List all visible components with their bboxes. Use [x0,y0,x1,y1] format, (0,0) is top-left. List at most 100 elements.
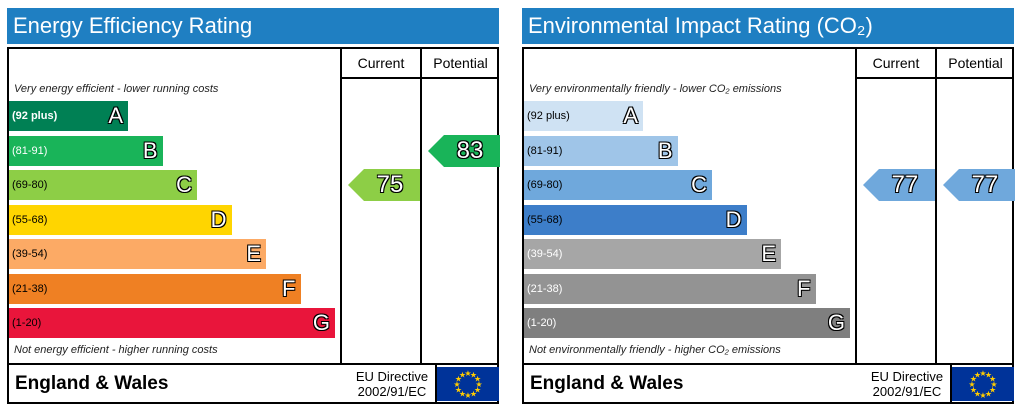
band-letter: G [827,310,845,335]
star-icon: ★ [455,375,462,384]
band-c: (69-80) C [524,170,712,200]
column-divider [935,49,937,365]
band-letter: A [108,103,123,128]
column-header-current: Current [872,55,920,71]
star-icon: ★ [974,390,981,399]
band-letter: F [797,275,811,301]
star-icon: ★ [989,375,996,384]
band-range: (69-80) [527,179,563,191]
star-icon: ★ [990,380,997,389]
band-range: (39-54) [527,248,563,260]
column-divider [855,49,857,365]
top-note: Very environmentally friendly - lower CO… [529,83,782,95]
rating-table: Current Potential Very environmentally f… [522,47,1015,404]
star-icon: ★ [974,370,981,379]
band-e: (39-54) E [524,239,781,269]
energy-efficiency-panel: Energy Efficiency Rating Current Potenti… [7,8,500,405]
eu-directive-line2: 2002/91/EC [872,384,942,399]
star-icon: ★ [989,386,996,395]
band-f: (21-38) F [9,273,301,304]
band-g: (1-20) G [9,308,335,338]
star-icon: ★ [979,391,986,400]
current-rating-value: 75 [376,171,404,198]
star-icon: ★ [453,380,460,389]
star-icon: ★ [968,380,975,389]
band-letter: C [176,172,192,197]
band-c: (69-80) C [9,170,197,200]
band-letter: A [623,103,638,128]
band-f: (21-38) F [524,273,816,304]
current-rating-value: 77 [891,171,919,198]
column-header-current: Current [357,55,405,71]
column-header-potential: Potential [433,55,488,71]
band-range: (39-54) [12,248,48,260]
potential-rating-value: 83 [456,136,484,164]
band-range: (1-20) [527,317,557,329]
eu-flag-icon: ★ ★ ★ ★ ★ ★ ★ ★ ★ ★ ★ ★ [952,367,1014,401]
band-letter: F [282,275,296,301]
band-letter: G [312,310,330,335]
star-icon: ★ [985,390,992,399]
band-letter: E [246,241,261,266]
star-icon: ★ [970,375,977,384]
band-d: (55-68) D [9,204,232,235]
arrow-polygon [863,169,935,201]
band-a: (92 plus) A [9,101,128,131]
star-icon: ★ [970,386,977,395]
star-icon: ★ [459,390,466,399]
column-divider [420,49,422,365]
footer-divider [9,363,497,365]
arrow-shape [428,134,500,167]
arrow-polygon [348,169,420,201]
footer-country: England & Wales [15,373,169,394]
arrow-polygon [428,134,500,167]
band-letter: C [691,172,707,197]
arrow-shape [348,169,420,201]
band-range: (69-80) [12,179,48,191]
footer-divider [435,363,437,402]
current-rating-arrow: 77 [863,169,935,201]
footer-divider [950,363,952,402]
eu-directive-line1: EU Directive [355,369,429,384]
column-header-potential: Potential [948,55,1003,71]
potential-rating-arrow: 77 [943,169,1015,201]
star-icon: ★ [470,390,477,399]
band-b: (81-91) B [524,135,678,166]
eu-directive: EU Directive 2002/91/EC [347,369,437,399]
band-range: (55-68) [12,213,48,226]
band-letter: D [725,206,742,232]
star-icon: ★ [470,370,477,379]
star-icon: ★ [979,369,986,378]
band-g: (1-20) G [524,308,850,338]
header-divider [855,77,1014,79]
star-icon: ★ [455,386,462,395]
star-icon: ★ [474,375,481,384]
band-b: (81-91) B [9,135,163,166]
star-icon: ★ [459,370,466,379]
star-icon: ★ [985,370,992,379]
eu-stars: ★★★★★★★★★★★★ [968,369,997,400]
footer-country: England & Wales [530,373,684,394]
header-divider [340,77,499,79]
chart-title: Energy Efficiency Rating [7,8,499,44]
eu-directive-line2: 2002/91/EC [357,384,427,399]
band-letter: B [657,137,673,163]
band-range: (92 plus) [527,110,570,122]
band-letter: B [142,137,158,163]
current-rating-arrow: 75 [348,169,420,201]
eu-flag-icon: ★ ★ ★ ★ ★ ★ ★ ★ ★ ★ ★ ★ [437,367,499,401]
band-letter: D [210,206,227,232]
chart-title: Environmental Impact Rating (CO₂) [522,8,1014,44]
band-range: (81-91) [12,144,48,157]
footer-divider [524,363,1012,365]
band-e: (39-54) E [9,239,266,269]
rating-table: Current Potential Very energy efficient … [7,47,500,404]
environmental-impact-panel: Environmental Impact Rating (CO₂) Curren… [522,8,1015,405]
eu-directive: EU Directive 2002/91/EC [862,369,952,399]
band-letter: E [761,241,776,266]
star-icon: ★ [464,391,471,400]
arrow-shape [943,169,1015,201]
eu-stars: ★★★★★★★★★★★★ [453,369,482,400]
star-icon: ★ [474,386,481,395]
star-icon: ★ [464,369,471,378]
